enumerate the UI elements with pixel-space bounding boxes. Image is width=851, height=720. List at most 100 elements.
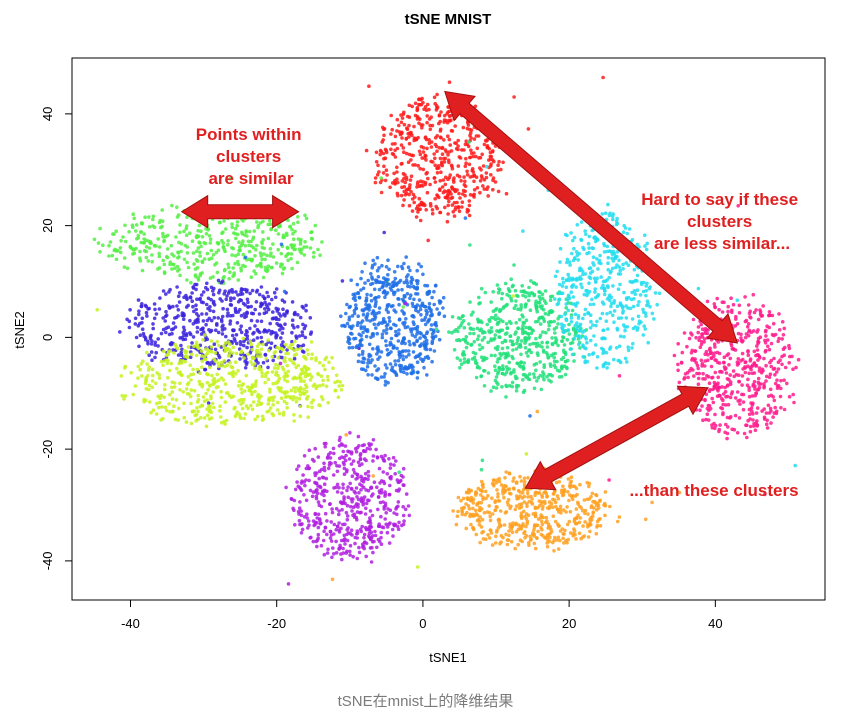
data-point <box>297 518 302 523</box>
data-point <box>711 387 715 392</box>
data-point <box>337 384 342 388</box>
data-point <box>276 224 281 229</box>
data-point <box>304 389 309 394</box>
data-point <box>173 325 178 329</box>
data-point <box>195 259 200 263</box>
data-point <box>475 326 480 331</box>
data-point <box>386 507 390 511</box>
data-point <box>726 309 730 314</box>
data-point <box>279 324 283 329</box>
data-point <box>405 325 410 329</box>
data-point <box>692 358 697 363</box>
data-point <box>602 302 606 306</box>
data-point <box>177 300 182 304</box>
data-point <box>328 536 333 540</box>
data-point <box>173 266 177 271</box>
data-point <box>142 232 146 236</box>
data-point <box>547 309 552 314</box>
data-point <box>425 190 430 195</box>
data-point <box>456 316 461 320</box>
data-point <box>209 410 214 415</box>
data-point <box>615 328 620 332</box>
data-point <box>266 365 270 370</box>
data-point <box>295 467 299 472</box>
data-point <box>489 531 494 535</box>
data-point <box>242 389 247 393</box>
data-point <box>169 361 174 366</box>
data-point <box>463 179 467 184</box>
data-point <box>298 242 303 246</box>
data-point <box>612 251 617 256</box>
data-point <box>380 125 385 130</box>
data-point <box>605 366 609 370</box>
data-point <box>329 539 334 543</box>
data-point <box>315 544 319 549</box>
data-point <box>375 545 379 550</box>
data-point <box>557 480 562 484</box>
data-point <box>762 386 766 390</box>
data-point <box>430 339 435 344</box>
data-point <box>372 310 376 315</box>
data-point <box>766 394 771 399</box>
data-point <box>537 290 541 294</box>
data-point <box>298 393 303 397</box>
data-point <box>486 533 490 537</box>
data-point <box>157 400 162 405</box>
data-point <box>521 390 526 395</box>
data-point <box>163 383 167 387</box>
data-point <box>415 339 419 344</box>
data-point <box>242 356 246 360</box>
data-point <box>307 523 311 527</box>
data-point <box>234 371 238 376</box>
data-point <box>402 336 406 340</box>
data-point <box>326 452 331 457</box>
data-point <box>389 326 393 331</box>
data-point <box>322 441 327 446</box>
data-point <box>136 233 141 238</box>
data-point <box>767 375 772 380</box>
data-point <box>474 532 479 537</box>
data-point <box>355 472 360 477</box>
data-point <box>776 367 781 371</box>
data-point <box>184 233 189 237</box>
data-point <box>143 215 147 219</box>
data-point <box>233 360 238 365</box>
data-point <box>485 144 490 148</box>
data-point <box>225 391 229 395</box>
data-point <box>361 286 366 291</box>
data-point <box>460 205 464 209</box>
data-point <box>303 335 308 340</box>
data-point <box>453 207 458 212</box>
data-point <box>155 401 159 406</box>
data-point <box>359 276 363 281</box>
data-point <box>332 552 336 556</box>
data-point <box>648 304 652 309</box>
data-point <box>743 335 748 340</box>
data-point <box>364 458 368 463</box>
data-point <box>244 329 249 333</box>
data-point <box>280 271 285 276</box>
data-point <box>443 148 448 152</box>
data-point <box>564 278 569 283</box>
data-point <box>705 299 710 304</box>
data-point <box>200 327 205 331</box>
data-point <box>726 402 731 407</box>
data-point <box>234 290 238 294</box>
data-point <box>385 366 389 370</box>
data-point <box>316 536 321 541</box>
data-point <box>562 541 566 545</box>
data-point <box>706 418 711 422</box>
data-point <box>791 367 795 372</box>
data-point <box>219 395 224 400</box>
data-point <box>596 267 600 271</box>
data-point <box>228 342 232 347</box>
data-point <box>313 512 318 516</box>
data-point <box>401 321 405 325</box>
data-point <box>256 361 260 365</box>
data-point <box>226 262 230 267</box>
data-point <box>696 330 700 335</box>
data-point <box>645 241 649 246</box>
data-point <box>205 281 209 286</box>
data-point <box>227 289 232 293</box>
data-point <box>611 259 616 263</box>
